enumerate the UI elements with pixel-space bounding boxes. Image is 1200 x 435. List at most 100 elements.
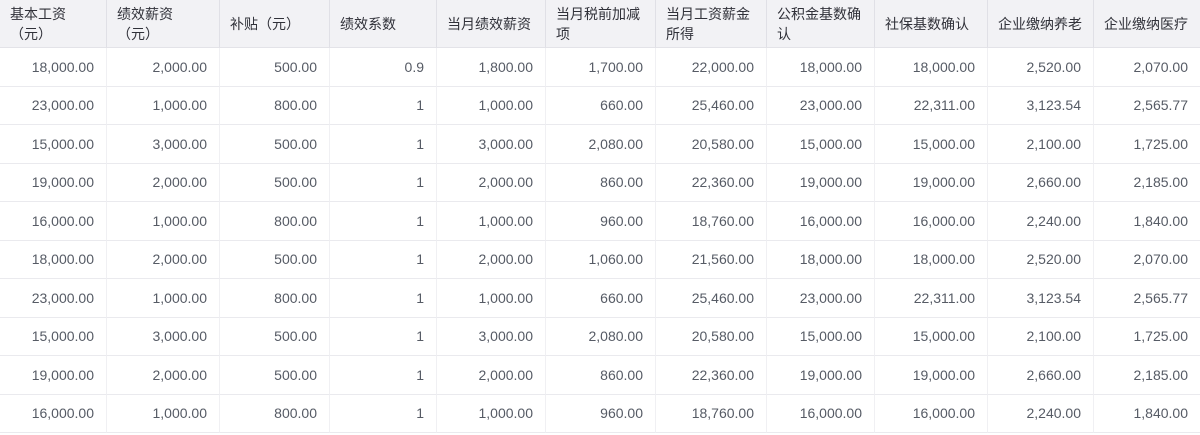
table-cell-base-salary: 19,000.00	[0, 356, 107, 395]
table-cell-base-salary: 23,000.00	[0, 86, 107, 125]
column-header-month-performance-salary: 当月绩效薪资	[437, 0, 546, 48]
table-cell-company-medical: 1,725.00	[1094, 125, 1200, 164]
table-cell-social-insurance-base: 15,000.00	[875, 317, 988, 356]
table-cell-company-medical: 2,565.77	[1094, 86, 1200, 125]
table-cell-pretax-adjustment: 860.00	[546, 163, 656, 202]
table-cell-company-pension: 2,520.00	[988, 48, 1094, 87]
table-cell-company-pension: 2,520.00	[988, 240, 1094, 279]
table-cell-performance-coefficient: 1	[330, 86, 437, 125]
column-header-subsidy: 补贴（元）	[220, 0, 330, 48]
column-header-base-salary: 基本工资 （元）	[0, 0, 107, 48]
table-cell-performance-coefficient: 1	[330, 163, 437, 202]
table-cell-social-insurance-base: 18,000.00	[875, 48, 988, 87]
table-cell-base-salary: 15,000.00	[0, 125, 107, 164]
table-cell-month-performance-salary: 1,000.00	[437, 86, 546, 125]
table-cell-company-medical: 1,725.00	[1094, 317, 1200, 356]
table-cell-base-salary: 18,000.00	[0, 48, 107, 87]
table-cell-company-medical: 1,840.00	[1094, 202, 1200, 241]
column-header-performance-salary: 绩效薪资 （元）	[107, 0, 220, 48]
column-header-housing-fund-base: 公积金基数确 认	[767, 0, 875, 48]
table-cell-performance-coefficient: 0.9	[330, 48, 437, 87]
table-cell-company-pension: 3,123.54	[988, 279, 1094, 318]
table-cell-housing-fund-base: 15,000.00	[767, 125, 875, 164]
table-cell-company-pension: 2,240.00	[988, 202, 1094, 241]
table-cell-company-pension: 2,100.00	[988, 317, 1094, 356]
table-cell-housing-fund-base: 15,000.00	[767, 317, 875, 356]
table-cell-base-salary: 18,000.00	[0, 240, 107, 279]
table-cell-social-insurance-base: 18,000.00	[875, 240, 988, 279]
table-cell-company-medical: 1,840.00	[1094, 394, 1200, 433]
table-cell-performance-coefficient: 1	[330, 202, 437, 241]
table-row: 19,000.00 2,000.00 500.00 1 2,000.00 860.00 22…	[0, 356, 1200, 395]
table-cell-salary-income: 25,460.00	[656, 279, 767, 318]
table-cell-month-performance-salary: 2,000.00	[437, 163, 546, 202]
table-row: 15,000.00 3,000.00 500.00 1 3,000.00 2,080.00…	[0, 317, 1200, 356]
table-cell-housing-fund-base: 18,000.00	[767, 48, 875, 87]
table-body: 18,000.00 2,000.00 500.00 0.9 1,800.00 1,700.…	[0, 48, 1200, 433]
table-cell-performance-coefficient: 1	[330, 317, 437, 356]
table-cell-pretax-adjustment: 960.00	[546, 394, 656, 433]
table-cell-base-salary: 19,000.00	[0, 163, 107, 202]
table-cell-pretax-adjustment: 1,060.00	[546, 240, 656, 279]
table-cell-month-performance-salary: 3,000.00	[437, 317, 546, 356]
table-cell-month-performance-salary: 2,000.00	[437, 240, 546, 279]
table-header: 基本工资 （元） 绩效薪资 （元） 补贴（元） 绩效系数 当月绩效薪资 当月税前…	[0, 0, 1200, 48]
table-cell-subsidy: 500.00	[220, 317, 330, 356]
table-row: 18,000.00 2,000.00 500.00 1 2,000.00 1,060.00…	[0, 240, 1200, 279]
table-cell-housing-fund-base: 19,000.00	[767, 163, 875, 202]
table-cell-performance-coefficient: 1	[330, 279, 437, 318]
table-cell-base-salary: 16,000.00	[0, 202, 107, 241]
table-cell-subsidy: 800.00	[220, 86, 330, 125]
table-cell-subsidy: 500.00	[220, 125, 330, 164]
table-cell-social-insurance-base: 22,311.00	[875, 279, 988, 318]
table-row: 23,000.00 1,000.00 800.00 1 1,000.00 660.00 25…	[0, 279, 1200, 318]
table-cell-salary-income: 18,760.00	[656, 394, 767, 433]
table-cell-salary-income: 25,460.00	[656, 86, 767, 125]
table-cell-base-salary: 23,000.00	[0, 279, 107, 318]
table-cell-performance-salary: 3,000.00	[107, 317, 220, 356]
table-cell-company-medical: 2,185.00	[1094, 163, 1200, 202]
column-header-company-medical: 企业缴纳医疗	[1094, 0, 1200, 48]
table-cell-base-salary: 16,000.00	[0, 394, 107, 433]
table-cell-subsidy: 500.00	[220, 48, 330, 87]
table-cell-subsidy: 800.00	[220, 394, 330, 433]
header-row: 基本工资 （元） 绩效薪资 （元） 补贴（元） 绩效系数 当月绩效薪资 当月税前…	[0, 0, 1200, 48]
table-cell-performance-coefficient: 1	[330, 125, 437, 164]
table-cell-housing-fund-base: 23,000.00	[767, 86, 875, 125]
table-cell-social-insurance-base: 16,000.00	[875, 202, 988, 241]
table-cell-pretax-adjustment: 1,700.00	[546, 48, 656, 87]
table-cell-base-salary: 15,000.00	[0, 317, 107, 356]
table-cell-month-performance-salary: 1,000.00	[437, 394, 546, 433]
table-cell-performance-salary: 1,000.00	[107, 86, 220, 125]
table-row: 19,000.00 2,000.00 500.00 1 2,000.00 860.00 22…	[0, 163, 1200, 202]
table-cell-month-performance-salary: 3,000.00	[437, 125, 546, 164]
table-cell-company-medical: 2,070.00	[1094, 48, 1200, 87]
table-cell-performance-coefficient: 1	[330, 356, 437, 395]
column-header-company-pension: 企业缴纳养老	[988, 0, 1094, 48]
table-cell-housing-fund-base: 19,000.00	[767, 356, 875, 395]
table-cell-performance-salary: 1,000.00	[107, 279, 220, 318]
table-row: 15,000.00 3,000.00 500.00 1 3,000.00 2,080.00…	[0, 125, 1200, 164]
table-row: 16,000.00 1,000.00 800.00 1 1,000.00 960.00 18…	[0, 394, 1200, 433]
table-cell-pretax-adjustment: 2,080.00	[546, 125, 656, 164]
table-cell-company-pension: 2,100.00	[988, 125, 1094, 164]
table-cell-housing-fund-base: 23,000.00	[767, 279, 875, 318]
table-cell-social-insurance-base: 19,000.00	[875, 163, 988, 202]
table-cell-company-pension: 3,123.54	[988, 86, 1094, 125]
table-row: 23,000.00 1,000.00 800.00 1 1,000.00 660.00 25…	[0, 86, 1200, 125]
table-row: 16,000.00 1,000.00 800.00 1 1,000.00 960.00 18…	[0, 202, 1200, 241]
table-cell-salary-income: 20,580.00	[656, 317, 767, 356]
table-cell-social-insurance-base: 19,000.00	[875, 356, 988, 395]
table-cell-salary-income: 21,560.00	[656, 240, 767, 279]
table-cell-month-performance-salary: 2,000.00	[437, 356, 546, 395]
table-cell-performance-coefficient: 1	[330, 394, 437, 433]
table-cell-social-insurance-base: 16,000.00	[875, 394, 988, 433]
table-cell-month-performance-salary: 1,000.00	[437, 279, 546, 318]
table-cell-company-medical: 2,185.00	[1094, 356, 1200, 395]
table-cell-performance-salary: 1,000.00	[107, 394, 220, 433]
column-header-social-insurance-base: 社保基数确认	[875, 0, 988, 48]
table-cell-performance-salary: 2,000.00	[107, 163, 220, 202]
table-cell-social-insurance-base: 15,000.00	[875, 125, 988, 164]
table-cell-housing-fund-base: 16,000.00	[767, 202, 875, 241]
